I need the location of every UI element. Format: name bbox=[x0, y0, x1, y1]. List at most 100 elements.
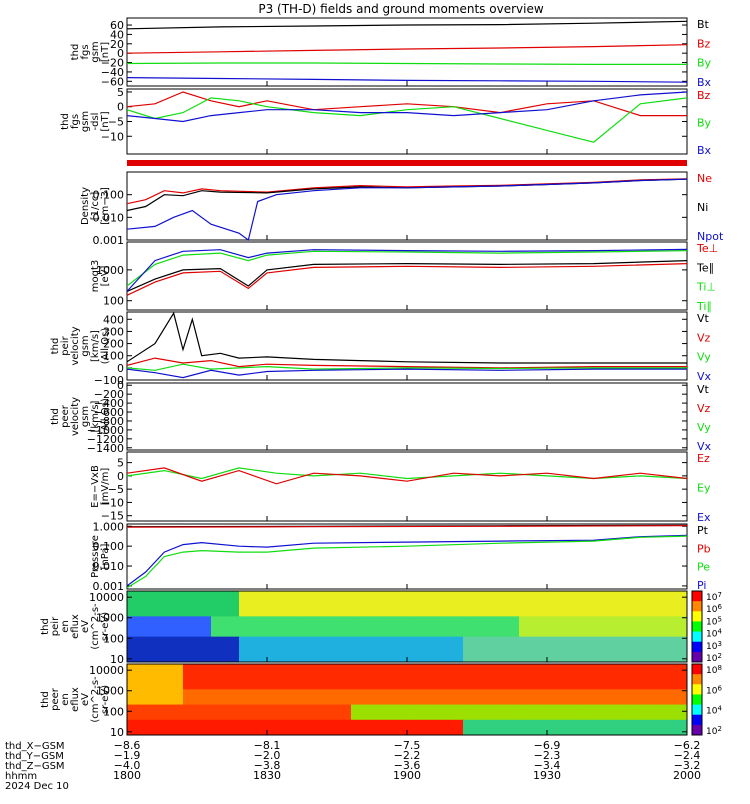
spectrogram-cell bbox=[332, 631, 343, 638]
spectrogram-cell bbox=[127, 631, 137, 638]
spectrogram-cell bbox=[332, 699, 343, 706]
spectrogram-cell bbox=[435, 601, 445, 607]
spectrogram-cell bbox=[239, 699, 249, 706]
spectrogram-cell bbox=[304, 684, 315, 690]
spectrogram-cell bbox=[313, 621, 324, 627]
spectrogram-cell bbox=[201, 606, 212, 612]
spectrogram-cell bbox=[621, 636, 632, 643]
spectrogram-cell bbox=[248, 651, 259, 658]
spectrogram-cell bbox=[575, 636, 585, 643]
spectrogram-cell bbox=[369, 694, 380, 700]
spectrogram-cell bbox=[425, 729, 436, 736]
spectrogram-cell bbox=[332, 636, 343, 643]
y-axis-label: (cm^2-s- bbox=[90, 676, 101, 723]
spectrogram-cell bbox=[435, 631, 445, 638]
spectrogram-cell bbox=[229, 689, 240, 695]
spectrogram-cell bbox=[192, 694, 203, 700]
spectrogram-cell bbox=[425, 684, 436, 690]
spectrogram-cell bbox=[201, 656, 212, 663]
spectrogram-cell bbox=[332, 674, 343, 680]
spectrogram-cell bbox=[435, 611, 445, 617]
spectrogram-cell bbox=[528, 626, 539, 633]
spectrogram-cell bbox=[276, 636, 287, 643]
spectrogram-cell bbox=[388, 591, 399, 597]
spectrogram-cell bbox=[145, 596, 156, 602]
spectrogram-cell bbox=[257, 729, 268, 736]
spectrogram-cell bbox=[491, 684, 501, 690]
spectrogram-cell bbox=[351, 694, 361, 700]
spectrogram-cell bbox=[388, 724, 399, 731]
spectrogram-cell bbox=[491, 689, 501, 695]
spectrogram-cell bbox=[463, 684, 473, 690]
y-tick-label: −15 bbox=[101, 510, 124, 523]
spectrogram-cell bbox=[537, 631, 548, 638]
spectrogram-cell bbox=[603, 704, 613, 711]
series-line-Te⊥ bbox=[126, 263, 688, 296]
spectrogram-cell bbox=[397, 656, 408, 663]
spectrogram-cell bbox=[360, 709, 371, 716]
spectrogram-cell bbox=[145, 651, 156, 658]
spectrogram-cell bbox=[416, 641, 427, 648]
spectrogram-cell bbox=[155, 641, 165, 648]
spectrogram-cell bbox=[425, 689, 436, 695]
spectrogram-cell bbox=[444, 631, 455, 638]
spectrogram-cell bbox=[444, 729, 455, 736]
spectrogram-cell bbox=[491, 611, 501, 617]
spectrogram-cell bbox=[192, 651, 203, 658]
spectrogram-cell bbox=[584, 684, 595, 690]
spectrogram-cell bbox=[127, 664, 137, 670]
spectrogram-cell bbox=[416, 626, 427, 633]
spectrogram-cell bbox=[416, 651, 427, 658]
spectrogram-cell bbox=[155, 656, 165, 663]
spectrogram-cell bbox=[416, 646, 427, 653]
spectrogram-cell bbox=[313, 596, 324, 602]
y-tick-label: 5 bbox=[117, 86, 124, 99]
spectrogram-cell bbox=[547, 646, 557, 653]
spectrogram-cell bbox=[649, 689, 660, 695]
spectrogram-cell bbox=[155, 719, 165, 726]
spectrogram-cell bbox=[435, 729, 445, 736]
legend-entry-Pi: Pi bbox=[697, 579, 706, 592]
spectrogram-cell bbox=[183, 679, 193, 685]
spectrogram-cell bbox=[192, 724, 203, 731]
spectrogram-cell bbox=[183, 689, 193, 695]
spectrogram-cell bbox=[164, 596, 175, 602]
spectrogram-cell bbox=[407, 626, 417, 633]
spectrogram-cell bbox=[556, 641, 567, 648]
y-tick-label: −20 bbox=[101, 57, 124, 70]
spectrogram-cell bbox=[145, 689, 156, 695]
spectrogram-cell bbox=[463, 616, 473, 622]
spectrogram-cell bbox=[481, 699, 492, 706]
colorbar-segment bbox=[692, 684, 702, 695]
spectrogram-cell bbox=[547, 651, 557, 658]
spectrogram-cell bbox=[239, 636, 249, 643]
spectrogram-cell bbox=[677, 616, 688, 622]
spectrogram-cell bbox=[145, 646, 156, 653]
spectrogram-cell bbox=[285, 641, 296, 648]
spectrogram-cell bbox=[192, 699, 203, 706]
spectrogram-cell bbox=[164, 684, 175, 690]
spectrogram-cell bbox=[351, 596, 361, 602]
spectrogram-cell bbox=[136, 656, 147, 663]
spectrogram-cell bbox=[397, 669, 408, 675]
spectrogram-cell bbox=[472, 621, 483, 627]
spectrogram-cell bbox=[603, 729, 613, 736]
spectrogram-cell bbox=[584, 606, 595, 612]
spectrogram-cell bbox=[304, 621, 315, 627]
series-line-Ti⊥ bbox=[126, 250, 688, 287]
spectrogram-cell bbox=[603, 664, 613, 670]
series-line-Pe bbox=[126, 535, 688, 589]
spectrogram-cell bbox=[276, 651, 287, 658]
y-axis-label: sr-eV) bbox=[100, 685, 111, 714]
x-row-value: −8.6 bbox=[114, 739, 141, 752]
spectrogram-cell bbox=[351, 631, 361, 638]
spectrogram-cell bbox=[351, 689, 361, 695]
spectrogram-cell bbox=[659, 626, 669, 633]
spectrogram-cell bbox=[500, 626, 511, 633]
spectrogram-cell bbox=[220, 646, 231, 653]
spectrogram-cell bbox=[173, 591, 184, 597]
y-axis-label: gsm bbox=[80, 406, 91, 427]
spectrogram-cell bbox=[435, 641, 445, 648]
y-axis-label: [1/cc] bbox=[90, 192, 101, 221]
spectrogram-cell bbox=[659, 621, 669, 627]
